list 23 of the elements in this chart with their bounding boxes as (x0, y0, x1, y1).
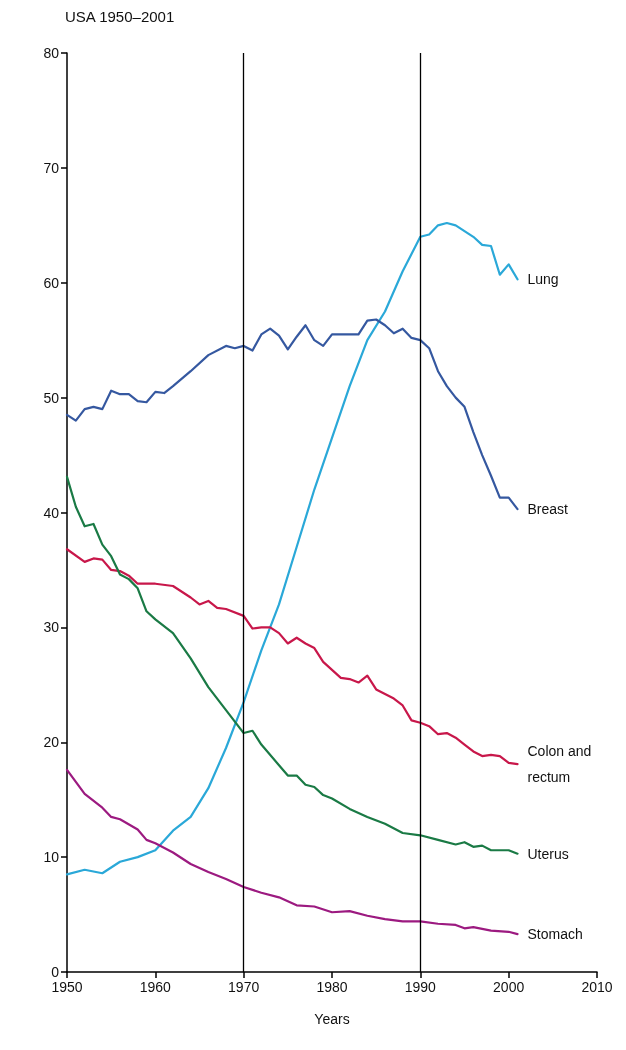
y-tick-label: 50 (43, 389, 60, 406)
series-label: Breast (527, 501, 569, 518)
series-label: Stomach (527, 926, 583, 943)
y-tick-label: 10 (43, 849, 60, 866)
x-tick-label: 1960 (139, 979, 172, 995)
chart-title: USA 1950–2001 (65, 8, 175, 25)
y-tick-label: 60 (43, 274, 60, 291)
series-label: Colon and rectum (527, 743, 596, 786)
x-tick-label: 1950 (51, 979, 83, 995)
x-tick-label: 1970 (228, 979, 260, 995)
y-tick-label: 80 (43, 45, 60, 61)
series-label: Uterus (527, 845, 569, 862)
y-tick-label: 30 (43, 619, 60, 636)
y-tick-label: 0 (51, 964, 60, 980)
x-axis-title: Years (314, 1011, 350, 1027)
x-tick-label: 1980 (316, 979, 348, 995)
x-tick-label: 2000 (493, 979, 525, 995)
series-label: Lung (527, 271, 559, 288)
x-tick-label: 1990 (404, 979, 437, 995)
y-tick-label: 20 (43, 734, 60, 751)
y-tick-label: 40 (43, 504, 60, 521)
x-tick-label: 2010 (581, 979, 613, 995)
y-tick-label: 70 (43, 159, 60, 176)
